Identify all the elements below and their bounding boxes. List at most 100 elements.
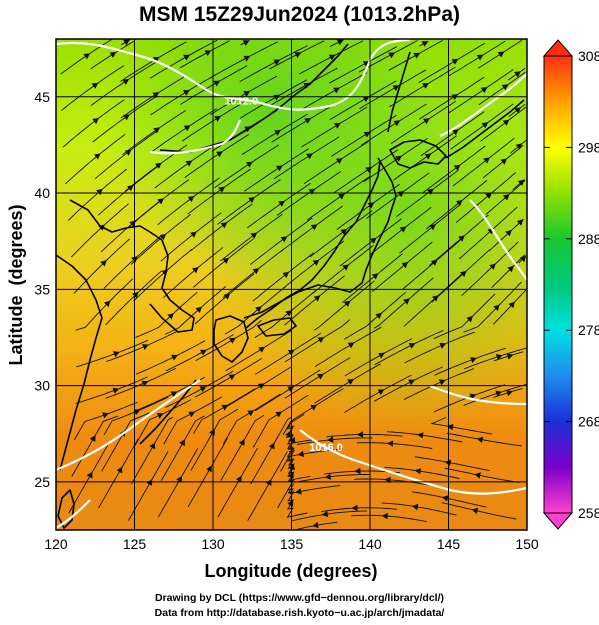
streamline-arrow bbox=[273, 94, 280, 101]
streamline bbox=[384, 466, 460, 480]
contour-labels: 1012.0 1016.0 bbox=[224, 95, 342, 454]
streamline-arrow bbox=[257, 383, 265, 390]
streamline bbox=[254, 369, 321, 412]
streamline bbox=[326, 433, 403, 438]
streamline bbox=[135, 291, 198, 339]
streamline-arrow bbox=[235, 475, 242, 483]
streamline-arrow bbox=[282, 271, 290, 278]
streamline bbox=[360, 103, 427, 146]
streamline bbox=[309, 210, 373, 258]
streamline-arrow bbox=[399, 226, 407, 233]
streamline bbox=[193, 238, 255, 288]
streamline bbox=[333, 149, 399, 194]
streamline bbox=[403, 273, 463, 327]
streamline bbox=[157, 448, 199, 518]
contour-1012-east bbox=[439, 73, 527, 138]
streamline bbox=[344, 374, 412, 413]
streamline bbox=[194, 358, 263, 398]
coastline-shikoku bbox=[257, 317, 297, 337]
x-tick-label: 145 bbox=[437, 536, 461, 552]
streamline-arrow bbox=[397, 191, 405, 198]
streamline-arrow bbox=[248, 197, 255, 204]
streamline-arrow bbox=[476, 436, 484, 443]
streamline bbox=[244, 148, 309, 192]
streamline bbox=[458, 206, 518, 260]
streamline-arrow bbox=[273, 59, 281, 66]
streamline bbox=[284, 357, 351, 399]
streamline-arrow bbox=[229, 337, 236, 344]
x-axis: 120 125 130 135 140 145 150 bbox=[44, 536, 539, 552]
streamline-arrow bbox=[295, 488, 302, 495]
streamline bbox=[179, 40, 230, 69]
streamline bbox=[73, 401, 138, 441]
streamline bbox=[210, 75, 278, 116]
streamline-arrow bbox=[312, 521, 319, 529]
streamline bbox=[220, 213, 283, 262]
streamline-arrow bbox=[152, 57, 160, 63]
streamline-arrow bbox=[411, 503, 419, 511]
streamline-arrow bbox=[185, 160, 193, 167]
streamline-arrow bbox=[228, 374, 236, 381]
coastline-kurils bbox=[445, 99, 525, 159]
streamline-arrow bbox=[100, 260, 107, 267]
streamline-arrow bbox=[156, 413, 164, 419]
streamline bbox=[446, 432, 522, 447]
streamline bbox=[160, 415, 205, 481]
y-tick-label: 40 bbox=[34, 185, 50, 201]
streamline bbox=[287, 450, 311, 481]
streamline bbox=[401, 238, 462, 291]
streamline-arrow bbox=[505, 229, 512, 237]
streamline-arrow bbox=[214, 115, 222, 122]
streamline bbox=[441, 502, 517, 520]
streamline bbox=[190, 408, 239, 471]
credits-line-1: Drawing by DCL (https://www.gfd−dennou.o… bbox=[154, 592, 445, 604]
streamline-arrow bbox=[258, 346, 266, 353]
streamline-arrow bbox=[116, 466, 123, 474]
streamline bbox=[299, 72, 368, 111]
streamline-arrow bbox=[347, 379, 354, 385]
streamline bbox=[103, 235, 162, 289]
streamline bbox=[434, 347, 506, 376]
y-tick-label: 35 bbox=[34, 281, 50, 297]
streamline bbox=[64, 133, 126, 185]
streamline-arrow bbox=[200, 349, 207, 356]
streamline bbox=[461, 241, 519, 296]
streamline bbox=[75, 278, 134, 331]
streamline-arrow bbox=[441, 495, 449, 502]
streamline bbox=[67, 168, 128, 221]
streamline bbox=[328, 46, 398, 84]
streamline-arrow bbox=[243, 55, 251, 62]
streamline-arrow bbox=[157, 198, 164, 205]
streamline bbox=[431, 249, 490, 303]
streamline bbox=[163, 396, 223, 445]
streamline-arrow bbox=[333, 87, 340, 94]
streamline bbox=[366, 172, 430, 219]
streamline-arrow bbox=[123, 39, 130, 46]
streamline-arrow bbox=[403, 298, 410, 305]
x-tick-label: 130 bbox=[201, 536, 225, 552]
streamline-arrow bbox=[149, 442, 156, 450]
streamline-arrow bbox=[223, 293, 231, 300]
streamline bbox=[282, 388, 344, 436]
contour-1016-east bbox=[429, 384, 527, 406]
streamline bbox=[404, 331, 475, 364]
contour-1016-south bbox=[299, 429, 527, 495]
streamline bbox=[303, 141, 369, 185]
streamline bbox=[418, 76, 485, 120]
streamline-arrow bbox=[192, 267, 199, 274]
streamline bbox=[455, 172, 517, 223]
streamline-arrow bbox=[387, 440, 394, 447]
streamline bbox=[150, 74, 217, 116]
streamline-arrow bbox=[206, 465, 212, 473]
streamline-arrow bbox=[431, 259, 438, 266]
streamline-arrow bbox=[354, 467, 361, 475]
streamline bbox=[101, 412, 150, 472]
streamline bbox=[71, 415, 118, 477]
streamline-arrow bbox=[176, 475, 182, 483]
streamline-arrow bbox=[127, 185, 134, 192]
streamline-arrow bbox=[276, 165, 283, 172]
streamline-arrow bbox=[377, 389, 385, 396]
streamline-arrow bbox=[375, 312, 382, 319]
x-axis-title: Longitude (degrees) bbox=[204, 561, 377, 581]
streamline bbox=[329, 80, 397, 121]
